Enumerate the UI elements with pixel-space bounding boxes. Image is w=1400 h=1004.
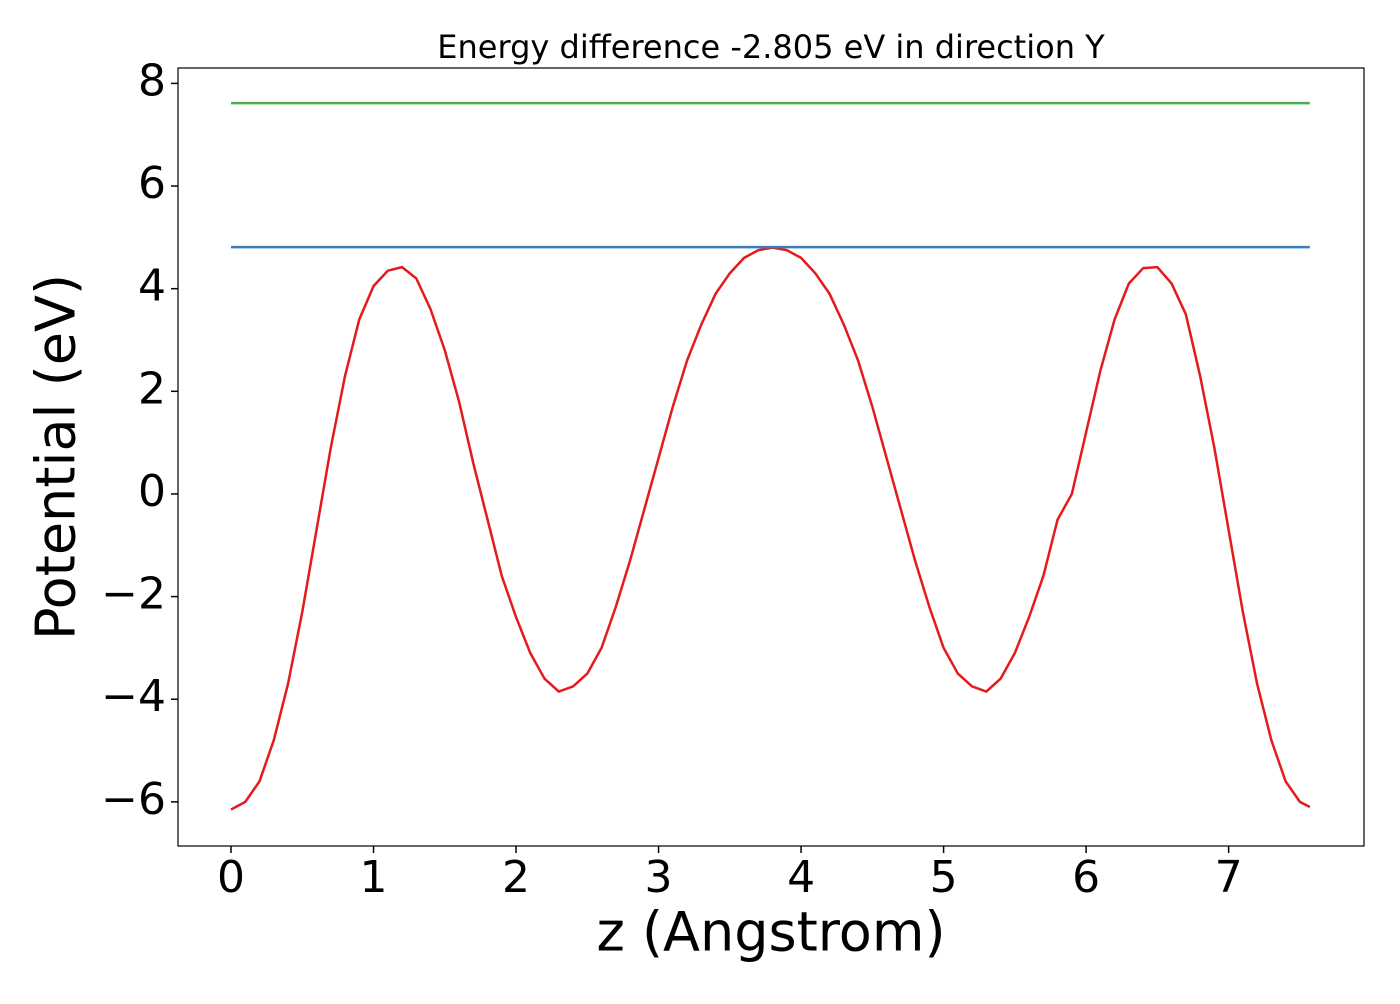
plot-frame: [177, 67, 1365, 847]
y-tick-label: −2: [101, 569, 166, 620]
x-tick-label: 3: [645, 852, 673, 903]
y-tick-label: 6: [138, 158, 166, 209]
y-tick-label: 8: [138, 55, 166, 106]
y-tick-label: 2: [138, 363, 166, 414]
x-tick-label: 2: [502, 852, 530, 903]
chart-title: Energy difference -2.805 eV in direction…: [437, 28, 1105, 66]
x-tick-label: 4: [787, 852, 815, 903]
y-tick-label: −6: [101, 774, 166, 825]
line-series: [230, 246, 1311, 811]
y-axis-label: Potential (eV): [25, 274, 88, 640]
y-tick-label: 0: [138, 466, 166, 517]
x-tick-label: 6: [1072, 852, 1100, 903]
x-tick-label: 5: [930, 852, 958, 903]
x-tick-label: 0: [217, 852, 245, 903]
y-tick-label: 4: [138, 261, 166, 312]
x-tick-label: 1: [360, 852, 388, 903]
x-axis-label: z (Angstrom): [596, 901, 945, 964]
y-tick-label: −4: [101, 671, 166, 722]
x-tick-label: 7: [1215, 852, 1243, 903]
